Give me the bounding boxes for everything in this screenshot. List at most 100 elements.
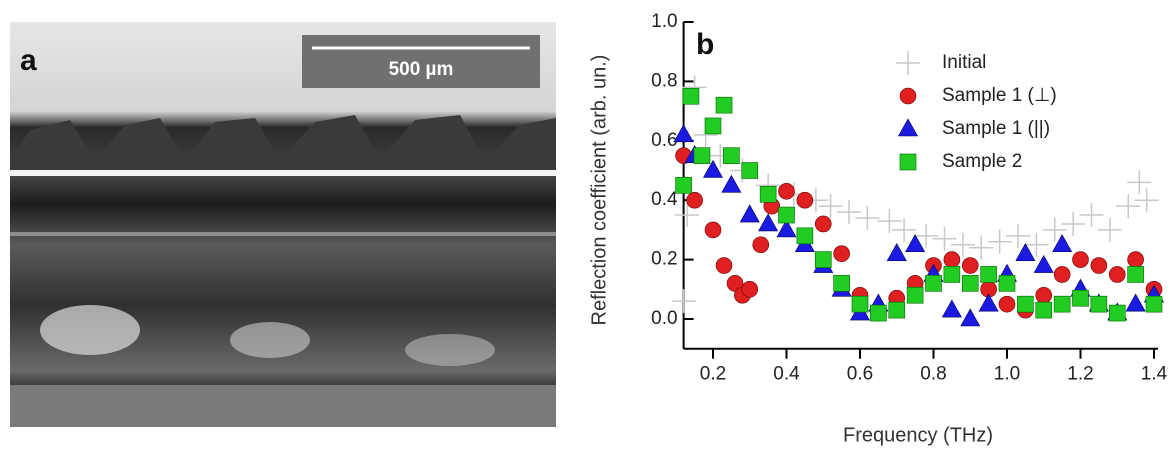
data-point <box>704 221 722 239</box>
data-point <box>1125 293 1146 312</box>
data-point <box>814 251 832 268</box>
data-point <box>796 227 814 245</box>
y-tick-label: 1.0 <box>651 11 677 32</box>
legend-label: Sample 1 (||) <box>942 118 1050 139</box>
data-point <box>1134 188 1159 213</box>
data-point <box>682 87 700 105</box>
y-tick-label: 0.6 <box>651 130 677 151</box>
data-point <box>998 295 1016 313</box>
data-point <box>675 203 700 228</box>
data-point <box>1006 223 1031 248</box>
x-axis-label: Frequency (THz) <box>843 424 993 446</box>
data-point <box>855 206 880 231</box>
legend-marker <box>897 118 919 137</box>
data-point <box>1053 266 1071 283</box>
data-point <box>778 182 795 200</box>
data-point <box>1072 251 1089 268</box>
data-point <box>741 162 759 179</box>
data-point <box>877 208 902 233</box>
data-point <box>1127 251 1144 268</box>
data-point <box>1035 286 1053 304</box>
data-point <box>818 194 843 219</box>
data-point <box>998 275 1016 292</box>
data-point <box>892 217 917 242</box>
micrograph: 500 µm a <box>10 22 556 427</box>
reflection <box>230 322 310 358</box>
data-point <box>1097 217 1122 242</box>
data-point <box>978 293 999 312</box>
legend-marker <box>899 153 917 171</box>
x-tick-label: 1.2 <box>1067 364 1093 385</box>
data-point <box>941 299 962 318</box>
data-point <box>752 236 770 254</box>
x-tick-label: 1.0 <box>994 364 1020 385</box>
data-point <box>1127 266 1144 283</box>
data-point <box>888 301 906 319</box>
data-point <box>726 275 744 292</box>
data-point <box>833 245 850 262</box>
data-point <box>886 243 907 261</box>
data-point <box>778 206 795 224</box>
y-tick-label: 0.8 <box>651 70 677 91</box>
legend-label: Sample 1 (⊥) <box>942 85 1057 106</box>
data-point <box>1024 232 1049 257</box>
data-point <box>836 200 861 225</box>
data-point <box>1061 211 1086 236</box>
x-tick-label: 0.2 <box>700 364 726 385</box>
data-point <box>987 229 1012 254</box>
data-point <box>721 174 742 193</box>
y-axis-label: Reflection coefficient (arb. un.) <box>588 55 610 326</box>
legend-marker <box>896 51 920 75</box>
data-point <box>914 223 939 248</box>
x-tick-label: 0.6 <box>847 364 873 385</box>
data-point <box>759 185 777 203</box>
data-point <box>961 257 979 274</box>
data-point <box>950 232 975 257</box>
data-point <box>932 226 957 251</box>
data-point <box>796 191 814 209</box>
data-point <box>702 159 724 178</box>
data-point <box>833 275 850 292</box>
data-point <box>1035 301 1053 319</box>
data-point <box>906 286 924 304</box>
data-point <box>1033 254 1054 273</box>
reflection <box>405 334 495 366</box>
data-point <box>870 304 887 322</box>
data-point <box>704 117 722 135</box>
data-point <box>1108 266 1126 283</box>
substrate <box>10 385 556 427</box>
data-point <box>1042 217 1067 242</box>
y-tick-label: 0.4 <box>651 189 678 210</box>
data-point <box>814 215 832 233</box>
data-point <box>675 177 692 194</box>
data-point <box>758 213 779 232</box>
data-point <box>1108 304 1126 322</box>
data-point <box>1053 295 1071 313</box>
data-point <box>969 235 994 260</box>
y-tick-label: 0.0 <box>651 308 677 329</box>
data-point <box>739 204 760 223</box>
data-point <box>686 191 703 209</box>
data-point <box>905 234 926 253</box>
reflection <box>40 305 140 355</box>
data-point <box>671 289 696 314</box>
data-point <box>1116 194 1141 219</box>
x-tick-label: 0.4 <box>773 364 800 385</box>
data-point <box>776 219 797 238</box>
legend-marker <box>899 87 917 105</box>
data-point <box>1090 295 1108 313</box>
data-point <box>693 147 711 164</box>
data-point <box>673 124 694 143</box>
data-point <box>960 308 981 327</box>
data-point <box>1052 234 1073 253</box>
data-point <box>715 257 733 274</box>
data-point <box>723 147 740 164</box>
data-point <box>961 275 979 292</box>
data-point <box>925 275 942 292</box>
legend-label: Initial <box>942 52 986 73</box>
stripe <box>10 232 556 236</box>
scale-bar-box <box>302 35 540 88</box>
data-point <box>741 280 759 298</box>
bright-stripe <box>10 170 556 176</box>
